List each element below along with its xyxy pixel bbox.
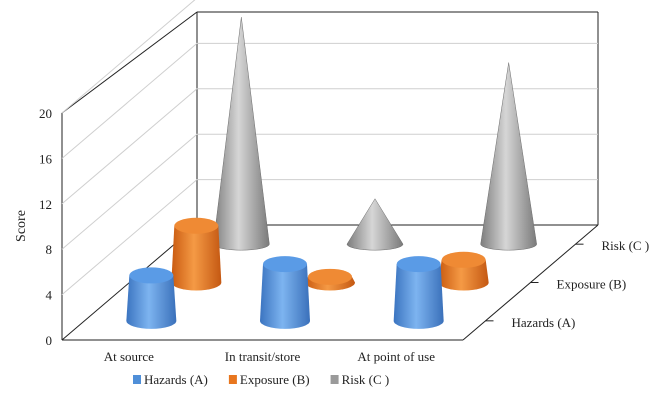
legend-item: Exposure (B) xyxy=(228,372,310,387)
y-tick-label: 0 xyxy=(46,333,53,348)
depth-label: Risk (C ) xyxy=(602,238,650,253)
gridline xyxy=(61,42,598,159)
legend-swatch xyxy=(133,375,141,384)
cylinder-body xyxy=(260,264,310,329)
cylinder-body xyxy=(126,275,177,329)
chart-marks xyxy=(126,17,537,329)
gridlines xyxy=(61,0,598,295)
x-category-label: At point of use xyxy=(357,349,435,364)
gridline xyxy=(61,133,598,250)
legend-label: Risk (C ) xyxy=(342,372,390,387)
cylinder-top xyxy=(263,256,307,273)
y-tick-label: 20 xyxy=(39,106,52,121)
y-tick-label: 8 xyxy=(46,242,53,257)
y-tick-label: 4 xyxy=(46,288,53,303)
bar-mark xyxy=(171,217,222,291)
y-tick-label: 12 xyxy=(39,197,52,212)
bar-mark xyxy=(393,256,444,329)
cylinder-top xyxy=(174,217,219,234)
legend-label: Exposure (B) xyxy=(240,372,310,387)
legend-swatch xyxy=(228,375,237,384)
depth-label: Exposure (B) xyxy=(557,277,627,292)
x-category-label: At source xyxy=(104,349,154,364)
y-tick-label: 16 xyxy=(39,151,53,166)
gridline xyxy=(61,88,598,205)
bar-mark xyxy=(126,267,177,329)
cylinder-body xyxy=(393,264,444,329)
cylinder-top xyxy=(129,267,174,284)
legend: Hazards (A) Exposure (B) Risk (C ) xyxy=(133,372,389,387)
bar-mark xyxy=(480,62,537,251)
bar-mark xyxy=(346,198,404,251)
cone-body xyxy=(213,17,270,251)
x-category-label: In transit/store xyxy=(225,349,301,364)
cylinder-top xyxy=(441,251,486,268)
bar-mark xyxy=(438,251,489,291)
y-tick-labels: 0 4 8 12 16 20 xyxy=(39,106,53,348)
bar-mark xyxy=(305,268,355,291)
cylinder-body xyxy=(171,225,222,291)
legend-item: Hazards (A) xyxy=(133,372,208,387)
bar-mark xyxy=(260,256,310,329)
bar-mark xyxy=(213,17,270,251)
depth-labels: Hazards (A) Exposure (B) Risk (C ) xyxy=(485,238,650,330)
y-axis-label: Score xyxy=(14,210,29,242)
legend-label: Hazards (A) xyxy=(144,372,208,387)
depth-label: Hazards (A) xyxy=(512,315,576,330)
cone-body xyxy=(480,62,537,251)
legend-item: Risk (C ) xyxy=(330,372,390,387)
legend-swatch xyxy=(330,375,339,384)
side-wall-top-edge xyxy=(61,11,198,114)
cylinder-top xyxy=(396,256,441,273)
cylinder-body xyxy=(438,259,489,291)
gridline xyxy=(61,0,196,114)
cylinder-top xyxy=(308,268,352,285)
x-category-labels: At source In transit/store At point of use xyxy=(104,349,435,364)
gridline xyxy=(61,179,598,295)
cone-body xyxy=(346,198,404,251)
